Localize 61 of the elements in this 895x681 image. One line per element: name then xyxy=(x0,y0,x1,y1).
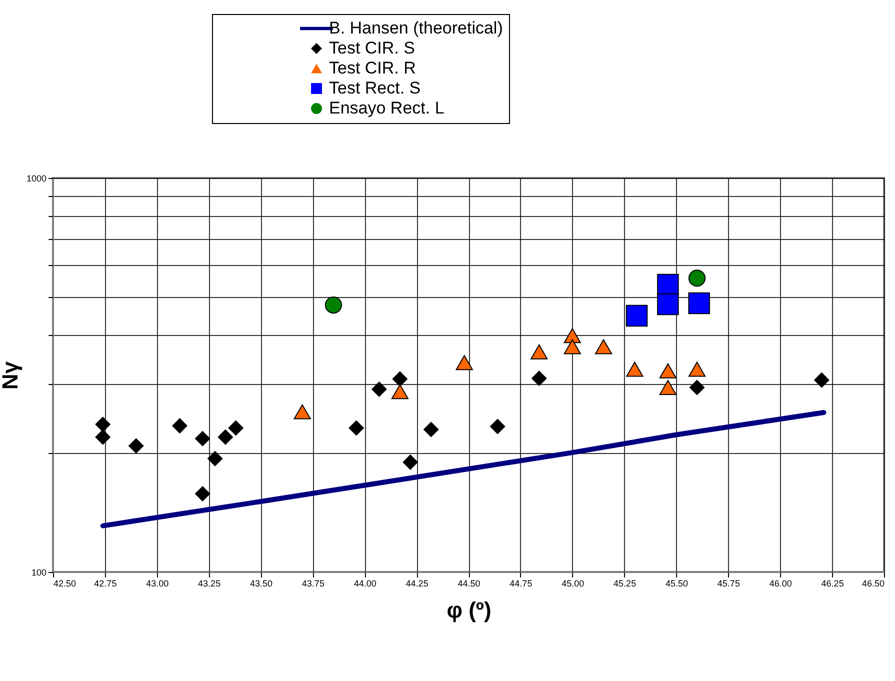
x-tick-label: 42.50 xyxy=(54,578,76,588)
point xyxy=(688,362,706,377)
x-tick-label: 46.00 xyxy=(769,578,792,588)
point xyxy=(657,274,679,296)
x-axis-title: φ (º) xyxy=(446,598,492,622)
x-tick-label: 43.00 xyxy=(146,578,169,588)
point xyxy=(207,451,223,466)
x-tick-label: 44.25 xyxy=(406,578,428,588)
legend-label: Test CIR. S xyxy=(329,38,415,58)
point xyxy=(95,416,110,432)
x-tick-label: 43.50 xyxy=(250,578,273,588)
x-tick-label: 43.75 xyxy=(302,578,324,588)
point xyxy=(392,371,408,387)
point xyxy=(218,430,234,445)
point xyxy=(490,418,506,434)
point xyxy=(348,420,364,436)
legend-label: Test CIR. R xyxy=(329,58,416,78)
point xyxy=(564,339,581,354)
point xyxy=(626,304,648,327)
point xyxy=(372,382,387,397)
point xyxy=(324,296,342,314)
point xyxy=(195,486,210,502)
y-tick-label: 1000 xyxy=(26,174,46,184)
point xyxy=(195,431,210,446)
legend-label: Test Rect. S xyxy=(329,78,421,98)
point xyxy=(659,380,676,395)
point xyxy=(659,363,676,378)
point xyxy=(424,422,439,438)
legend-label: Ensayo Rect. L xyxy=(329,98,444,118)
point xyxy=(402,454,418,470)
x-tick-label: 44.75 xyxy=(510,578,532,588)
y-tick-label: 100 xyxy=(31,568,46,578)
legend-label: B. Hansen (theoretical) xyxy=(329,18,503,38)
x-tick-label: 45.75 xyxy=(717,578,740,588)
point xyxy=(456,355,473,370)
x-tick-label: 44.50 xyxy=(458,578,480,588)
x-tick-label: 46.50 xyxy=(862,578,884,588)
point xyxy=(228,420,244,436)
point xyxy=(594,339,612,354)
x-tick-label: 46.25 xyxy=(821,578,844,588)
x-tick-label: 43.25 xyxy=(198,578,221,588)
point xyxy=(814,372,830,388)
point xyxy=(532,370,547,386)
point xyxy=(626,362,644,377)
point xyxy=(95,430,110,445)
x-tick-label: 45.00 xyxy=(562,578,584,588)
point xyxy=(564,328,581,344)
point xyxy=(128,438,144,454)
point xyxy=(657,293,679,316)
x-tick-label: 45.25 xyxy=(614,578,636,588)
x-tick-label: 45.50 xyxy=(665,578,688,588)
point xyxy=(530,344,548,360)
x-tick-label: 44.00 xyxy=(354,578,376,588)
point xyxy=(172,418,188,434)
y-axis-title: Nγ xyxy=(0,360,22,390)
point xyxy=(294,404,311,420)
x-tick-label: 42.75 xyxy=(94,578,117,588)
point xyxy=(391,384,409,400)
point xyxy=(688,270,706,287)
point xyxy=(688,292,710,314)
point xyxy=(689,380,705,396)
